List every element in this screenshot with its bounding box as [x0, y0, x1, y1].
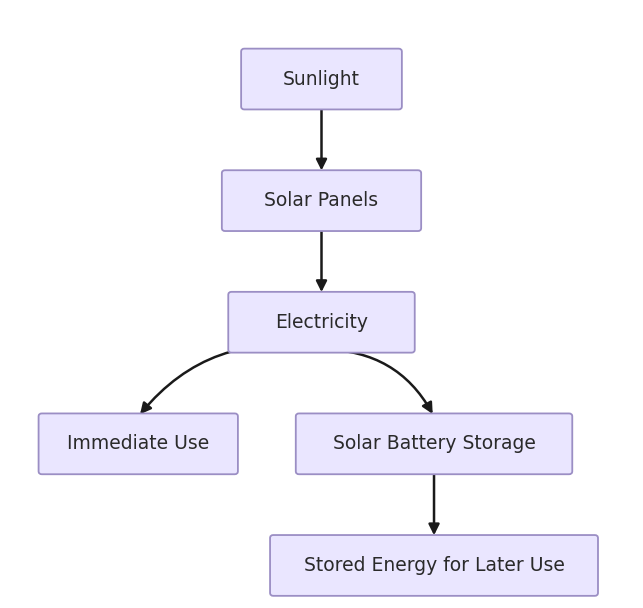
Text: Solar Battery Storage: Solar Battery Storage — [332, 434, 536, 454]
Text: Immediate Use: Immediate Use — [67, 434, 210, 454]
FancyBboxPatch shape — [270, 535, 598, 596]
FancyBboxPatch shape — [241, 49, 402, 109]
FancyArrowPatch shape — [142, 345, 319, 412]
Text: Electricity: Electricity — [275, 313, 368, 332]
Text: Stored Energy for Later Use: Stored Energy for Later Use — [303, 556, 565, 575]
Text: Solar Panels: Solar Panels — [264, 191, 379, 210]
FancyBboxPatch shape — [39, 413, 238, 474]
Text: Sunlight: Sunlight — [283, 69, 360, 89]
FancyArrowPatch shape — [324, 350, 431, 412]
FancyBboxPatch shape — [296, 413, 572, 474]
FancyBboxPatch shape — [228, 292, 415, 353]
FancyBboxPatch shape — [222, 170, 421, 231]
